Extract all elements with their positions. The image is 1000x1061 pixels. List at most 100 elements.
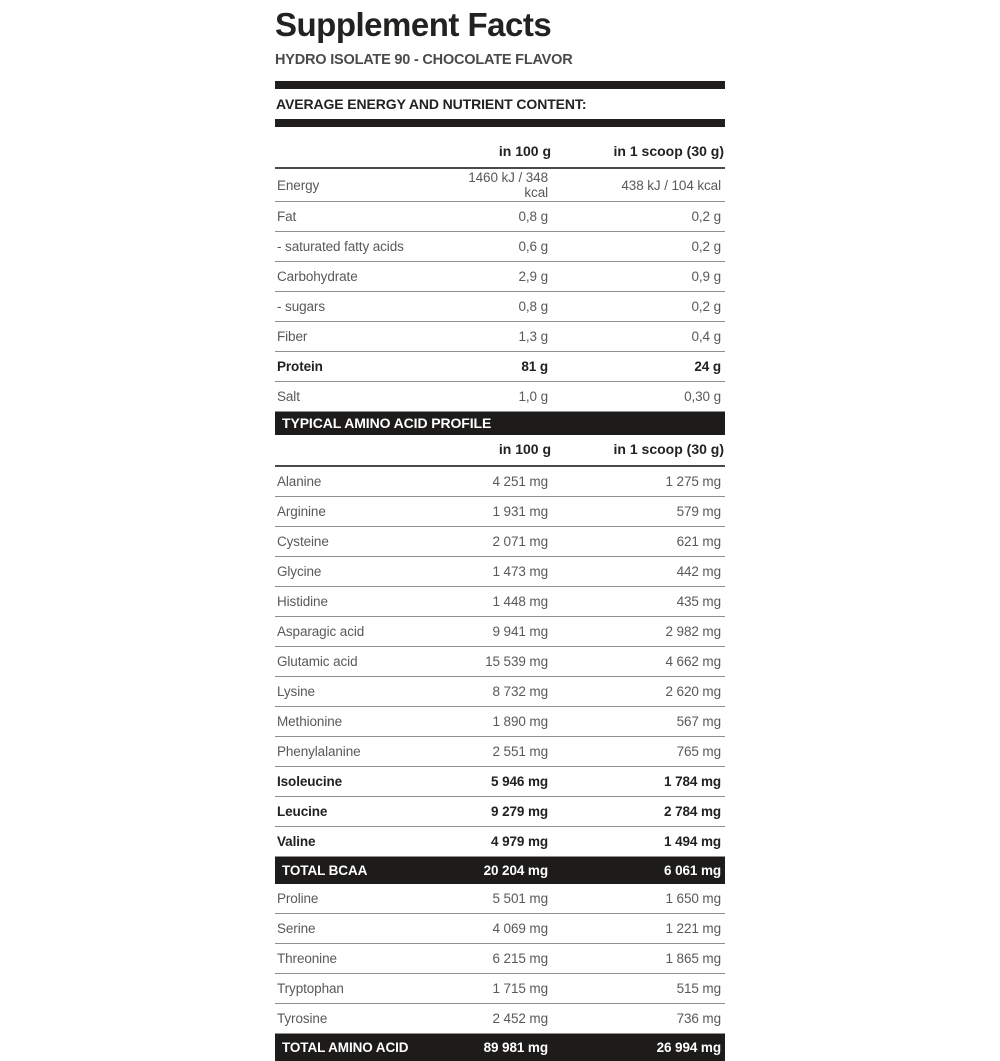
row-label: Leucine bbox=[275, 796, 440, 827]
row-label: Methionine bbox=[275, 706, 440, 737]
row-label: Serine bbox=[275, 913, 440, 944]
table-row: TOTAL AMINO ACID 89 981 mg 26 994 mg bbox=[275, 1033, 725, 1061]
table-row: Leucine 9 279 mg 2 784 mg bbox=[275, 796, 725, 827]
product-subtitle: HYDRO ISOLATE 90 - CHOCOLATE FLAVOR bbox=[275, 52, 573, 68]
row-label: TOTAL BCAA bbox=[275, 856, 440, 884]
value-per-100g: 1 448 mg bbox=[440, 586, 552, 617]
row-label: Fiber bbox=[275, 321, 440, 352]
value-per-100g: 8 732 mg bbox=[440, 676, 552, 707]
column-header-per-scoop: in 1 scoop (30 g) bbox=[552, 435, 725, 467]
table-row: Glycine 1 473 mg 442 mg bbox=[275, 556, 725, 587]
value-per-100g: 81 g bbox=[440, 351, 552, 382]
divider-bar bbox=[275, 81, 725, 89]
row-label: Arginine bbox=[275, 496, 440, 527]
table-row: Methionine 1 890 mg 567 mg bbox=[275, 706, 725, 737]
row-label: Phenylalanine bbox=[275, 736, 440, 767]
value-per-scoop: 0,2 g bbox=[552, 201, 725, 232]
table-row: Threonine 6 215 mg 1 865 mg bbox=[275, 943, 725, 974]
column-header-per-scoop: in 1 scoop (30 g) bbox=[552, 137, 725, 169]
value-per-scoop: 2 784 mg bbox=[552, 796, 725, 827]
value-per-scoop: 1 221 mg bbox=[552, 913, 725, 944]
table-row: TOTAL BCAA 20 204 mg 6 061 mg bbox=[275, 856, 725, 884]
value-per-scoop: 0,4 g bbox=[552, 321, 725, 352]
value-per-scoop: 24 g bbox=[552, 351, 725, 382]
table-row: Fiber 1,3 g 0,4 g bbox=[275, 321, 725, 352]
value-per-scoop: 1 650 mg bbox=[552, 883, 725, 914]
value-per-100g: 1 473 mg bbox=[440, 556, 552, 587]
value-per-100g: 1,0 g bbox=[440, 381, 552, 412]
supplement-label: Supplement Facts HYDRO ISOLATE 90 - CHOC… bbox=[275, 6, 725, 1061]
table-row: Energy 1460 kJ / 348 kcal 438 kJ / 104 k… bbox=[275, 168, 725, 202]
value-per-scoop: 567 mg bbox=[552, 706, 725, 737]
column-header-per-100g: in 100 g bbox=[440, 137, 552, 169]
value-per-scoop: 2 982 mg bbox=[552, 616, 725, 647]
value-per-scoop: 26 994 mg bbox=[552, 1033, 725, 1061]
value-per-scoop: 442 mg bbox=[552, 556, 725, 587]
row-label: Cysteine bbox=[275, 526, 440, 557]
value-per-100g: 5 946 mg bbox=[440, 766, 552, 797]
empty-header-cell bbox=[275, 435, 440, 467]
value-per-100g: 1,3 g bbox=[440, 321, 552, 352]
amino-section-heading: TYPICAL AMINO ACID PROFILE bbox=[275, 412, 725, 435]
value-per-scoop: 1 275 mg bbox=[552, 466, 725, 497]
column-header-per-100g: in 100 g bbox=[440, 435, 552, 467]
value-per-100g: 1 890 mg bbox=[440, 706, 552, 737]
value-per-scoop: 438 kJ / 104 kcal bbox=[552, 168, 725, 202]
row-label: Alanine bbox=[275, 466, 440, 497]
value-per-scoop: 0,9 g bbox=[552, 261, 725, 292]
value-per-100g: 9 279 mg bbox=[440, 796, 552, 827]
value-per-100g: 89 981 mg bbox=[440, 1033, 552, 1061]
row-label: Asparagic acid bbox=[275, 616, 440, 647]
value-per-100g: 2,9 g bbox=[440, 261, 552, 292]
value-per-100g: 20 204 mg bbox=[440, 856, 552, 884]
row-label: TOTAL AMINO ACID bbox=[275, 1033, 440, 1061]
page-title: Supplement Facts bbox=[275, 6, 552, 43]
value-per-100g: 1460 kJ / 348 kcal bbox=[440, 168, 552, 202]
row-label: Valine bbox=[275, 826, 440, 857]
amino-acid-table: in 100 g in 1 scoop (30 g) Alanine 4 251… bbox=[275, 435, 725, 1061]
row-label: Tryptophan bbox=[275, 973, 440, 1004]
value-per-100g: 4 069 mg bbox=[440, 913, 552, 944]
table-row: Glutamic acid 15 539 mg 4 662 mg bbox=[275, 646, 725, 677]
table-row: Cysteine 2 071 mg 621 mg bbox=[275, 526, 725, 557]
row-label: Protein bbox=[275, 351, 440, 382]
value-per-100g: 1 931 mg bbox=[440, 496, 552, 527]
table-row: Protein 81 g 24 g bbox=[275, 351, 725, 382]
value-per-100g: 5 501 mg bbox=[440, 883, 552, 914]
table-row: Alanine 4 251 mg 1 275 mg bbox=[275, 466, 725, 497]
value-per-100g: 0,8 g bbox=[440, 291, 552, 322]
value-per-scoop: 765 mg bbox=[552, 736, 725, 767]
table-row: Lysine 8 732 mg 2 620 mg bbox=[275, 676, 725, 707]
table-row: Phenylalanine 2 551 mg 765 mg bbox=[275, 736, 725, 767]
divider-bar bbox=[275, 119, 725, 127]
table-row: Tyrosine 2 452 mg 736 mg bbox=[275, 1003, 725, 1034]
row-label: Glycine bbox=[275, 556, 440, 587]
table-row: Arginine 1 931 mg 579 mg bbox=[275, 496, 725, 527]
value-per-scoop: 4 662 mg bbox=[552, 646, 725, 677]
value-per-scoop: 1 494 mg bbox=[552, 826, 725, 857]
nutrient-table-header-row: in 100 g in 1 scoop (30 g) bbox=[275, 137, 725, 169]
value-per-100g: 2 071 mg bbox=[440, 526, 552, 557]
value-per-scoop: 736 mg bbox=[552, 1003, 725, 1034]
nutrient-table: in 100 g in 1 scoop (30 g) Energy 1460 k… bbox=[275, 137, 725, 412]
value-per-scoop: 435 mg bbox=[552, 586, 725, 617]
row-label: - sugars bbox=[275, 291, 440, 322]
table-row: Tryptophan 1 715 mg 515 mg bbox=[275, 973, 725, 1004]
row-label: Proline bbox=[275, 883, 440, 914]
table-row: Carbohydrate 2,9 g 0,9 g bbox=[275, 261, 725, 292]
value-per-scoop: 1 865 mg bbox=[552, 943, 725, 974]
value-per-100g: 9 941 mg bbox=[440, 616, 552, 647]
row-label: Lysine bbox=[275, 676, 440, 707]
value-per-scoop: 6 061 mg bbox=[552, 856, 725, 884]
row-label: Fat bbox=[275, 201, 440, 232]
value-per-100g: 6 215 mg bbox=[440, 943, 552, 974]
row-label: Tyrosine bbox=[275, 1003, 440, 1034]
value-per-100g: 4 251 mg bbox=[440, 466, 552, 497]
value-per-100g: 4 979 mg bbox=[440, 826, 552, 857]
table-row: - sugars 0,8 g 0,2 g bbox=[275, 291, 725, 322]
value-per-100g: 2 452 mg bbox=[440, 1003, 552, 1034]
row-label: - saturated fatty acids bbox=[275, 231, 440, 262]
table-row: Asparagic acid 9 941 mg 2 982 mg bbox=[275, 616, 725, 647]
table-row: Serine 4 069 mg 1 221 mg bbox=[275, 913, 725, 944]
table-row: Isoleucine 5 946 mg 1 784 mg bbox=[275, 766, 725, 797]
